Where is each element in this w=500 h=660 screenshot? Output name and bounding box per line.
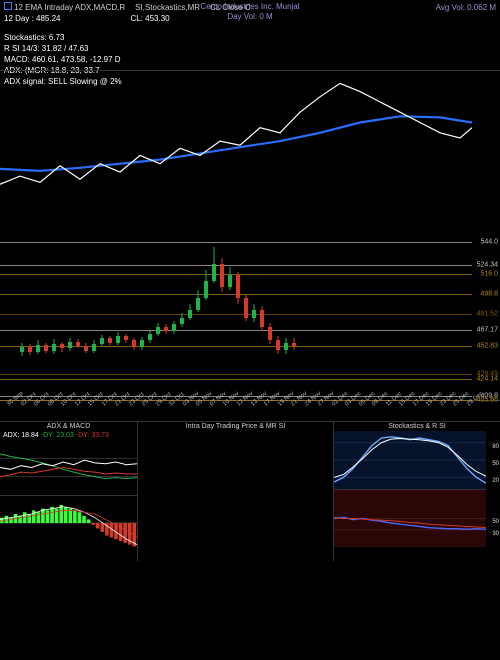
intraday-title: Intra Day Trading Price & MR SI xyxy=(138,422,333,431)
day-vol: Day Vol: 0 M xyxy=(0,12,500,21)
stoch-rsi-title: Stockastics & R SI xyxy=(334,422,500,431)
intraday-panel[interactable]: Intra Day Trading Price & MR SI xyxy=(138,422,334,561)
date-axis: 30 Sep02 Oct06 Oct08 Oct10 Oct12 Oct15 O… xyxy=(0,401,500,421)
adx-macd-panel[interactable]: ADX & MACD ADX: 18.84 -DY: 23.03 -DY: 33… xyxy=(0,422,138,561)
instrument-title: Cerco Industries Inc. Munjal xyxy=(0,2,500,11)
main-price-chart[interactable]: 544.0524.34516.0498.8481.52467.17452.834… xyxy=(0,70,500,400)
chart-header: Cerco Industries Inc. Munjal Day Vol: 0 … xyxy=(0,0,500,70)
adx-values: ADX: 18.84 -DY: 23.03 -DY: 33.73 xyxy=(0,431,137,440)
adx-macd-title: ADX & MACD xyxy=(0,422,137,431)
rsi-value: R SI 14/3: 31.82 / 47.63 xyxy=(4,43,89,54)
stoch-value: Stockastics: 6.73 xyxy=(4,32,64,43)
stoch-rsi-panel[interactable]: Stockastics & R SI 205080 3050 xyxy=(334,422,500,561)
trading-chart-root: { "header": { "ema_label": "12 EMA Intra… xyxy=(0,0,500,660)
macd-value: MACD: 460.61, 473.58, -12.97 D xyxy=(4,54,121,65)
indicator-panels: ADX & MACD ADX: 18.84 -DY: 23.03 -DY: 33… xyxy=(0,421,500,561)
